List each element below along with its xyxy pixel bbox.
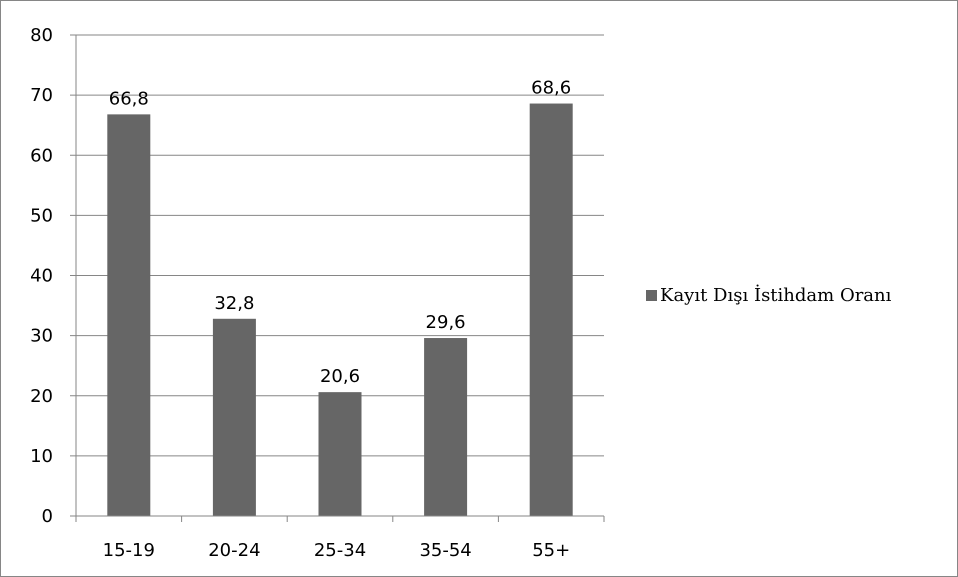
y-tick-label: 80	[30, 25, 53, 46]
bars	[107, 103, 573, 517]
y-tick-label: 60	[30, 145, 53, 166]
y-tick-label: 10	[30, 446, 53, 467]
legend-label: Kayıt Dışı İstihdam Oranı	[660, 283, 892, 306]
y-tick-label: 40	[30, 266, 53, 287]
bar	[212, 318, 256, 516]
y-tick-label: 20	[30, 386, 53, 407]
y-tick-label: 50	[30, 205, 53, 226]
x-tick-label: 15-19	[103, 540, 155, 561]
y-tick-label: 30	[30, 326, 53, 347]
x-tick-label: 20-24	[208, 540, 260, 561]
y-tick-label: 0	[42, 506, 53, 527]
x-tick-label: 55+	[532, 540, 570, 561]
y-tick-label: 70	[30, 85, 53, 106]
bar	[424, 338, 468, 516]
legend-swatch	[646, 290, 657, 301]
axes	[70, 34, 605, 522]
gridlines	[76, 34, 604, 457]
x-tick-label: 25-34	[314, 540, 366, 561]
data-label: 20,6	[320, 366, 360, 387]
labels: 0 10 20 30 40 50 60 70 80 66,8 15-19 32,8 20-24 20,6 2…	[30, 25, 571, 561]
data-label: 66,8	[109, 88, 149, 109]
x-tick-label: 35-54	[419, 540, 471, 561]
legend: Kayıt Dışı İstihdam Oranı	[646, 283, 892, 306]
data-label: 32,8	[214, 293, 254, 314]
bar	[529, 103, 573, 516]
data-label: 68,6	[531, 78, 571, 99]
bar	[107, 114, 151, 517]
data-label: 29,6	[426, 312, 466, 333]
bar	[318, 392, 362, 516]
